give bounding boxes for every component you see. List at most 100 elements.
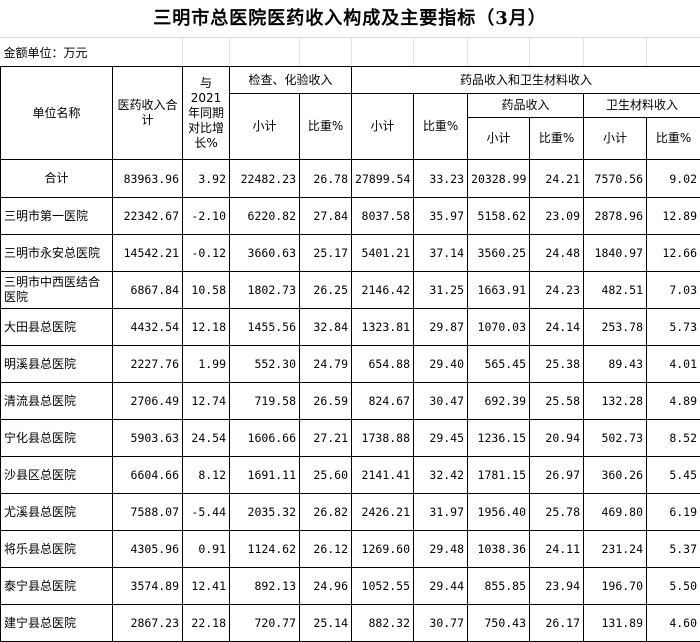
hospital-name: 将乐县总医院 xyxy=(1,531,113,568)
header-drug-material-group: 药品收入和卫生材料收入 xyxy=(352,67,700,94)
cell-value: 1956.40 xyxy=(468,494,530,531)
cell-value: 1738.88 xyxy=(352,420,414,457)
cell-value: 1269.60 xyxy=(352,531,414,568)
cell-value: 2867.23 xyxy=(113,605,183,642)
cell-value: 3574.89 xyxy=(113,568,183,605)
header-dm-subtotal: 小计 xyxy=(352,94,414,160)
cell-value: 5903.63 xyxy=(113,420,183,457)
cell-value: 2426.21 xyxy=(352,494,414,531)
cell-value: 2227.76 xyxy=(113,346,183,383)
cell-value: 892.13 xyxy=(230,568,300,605)
cell-value: 1070.03 xyxy=(468,309,530,346)
cell-value: 1606.66 xyxy=(230,420,300,457)
cell-value: 0.91 xyxy=(183,531,230,568)
cell-value: -2.10 xyxy=(183,198,230,235)
cell-value: 1840.97 xyxy=(584,235,647,272)
cell-value: 27.21 xyxy=(300,420,352,457)
cell-value: 12.89 xyxy=(647,198,700,235)
cell-value: 26.12 xyxy=(300,531,352,568)
cell-value: -5.44 xyxy=(183,494,230,531)
cell-value: 24.54 xyxy=(183,420,230,457)
cell-value: 6220.82 xyxy=(230,198,300,235)
cell-value: 7570.56 xyxy=(584,160,647,198)
hospital-name: 合计 xyxy=(1,160,113,198)
cell-value: 6604.66 xyxy=(113,457,183,494)
cell-value: 29.40 xyxy=(414,346,468,383)
cell-value: 8.52 xyxy=(647,420,700,457)
cell-value: 1802.73 xyxy=(230,272,300,309)
header-drug-subtotal: 小计 xyxy=(468,118,530,160)
cell-value: 26.17 xyxy=(530,605,584,642)
cell-value: 24.23 xyxy=(530,272,584,309)
cell-value: 12.74 xyxy=(183,383,230,420)
cell-value: 20328.99 xyxy=(468,160,530,198)
cell-value: 25.60 xyxy=(300,457,352,494)
cell-value: 654.88 xyxy=(352,346,414,383)
header-material-group: 卫生材料收入 xyxy=(584,94,700,118)
cell-value: 6867.84 xyxy=(113,272,183,309)
cell-value: 20.94 xyxy=(530,420,584,457)
cell-value: 27.84 xyxy=(300,198,352,235)
cell-value: 3660.63 xyxy=(230,235,300,272)
cell-value: 22.18 xyxy=(183,605,230,642)
cell-value: 25.58 xyxy=(530,383,584,420)
cell-value: 24.79 xyxy=(300,346,352,383)
hospital-name: 三明市中西医结合医院 xyxy=(1,272,113,309)
cell-value: 9.02 xyxy=(647,160,700,198)
cell-value: 552.30 xyxy=(230,346,300,383)
header-dm-ratio: 比重% xyxy=(414,94,468,160)
cell-value: 4432.54 xyxy=(113,309,183,346)
hospital-name: 三明市永安总医院 xyxy=(1,235,113,272)
cell-value: 32.84 xyxy=(300,309,352,346)
header-drug-ratio: 比重% xyxy=(530,118,584,160)
hospital-name: 宁化县总医院 xyxy=(1,420,113,457)
header-total-income: 医药收入合计 xyxy=(113,67,183,160)
cell-value: 1052.55 xyxy=(352,568,414,605)
header-exam-ratio: 比重% xyxy=(300,94,352,160)
cell-value: 26.25 xyxy=(300,272,352,309)
cell-value: 10.58 xyxy=(183,272,230,309)
cell-value: 502.73 xyxy=(584,420,647,457)
cell-value: 1781.15 xyxy=(468,457,530,494)
cell-value: 5401.21 xyxy=(352,235,414,272)
cell-value: 5.50 xyxy=(647,568,700,605)
cell-value: 25.14 xyxy=(300,605,352,642)
cell-value: 719.58 xyxy=(230,383,300,420)
cell-value: 27899.54 xyxy=(352,160,414,198)
cell-value: 30.47 xyxy=(414,383,468,420)
hospital-name: 明溪县总医院 xyxy=(1,346,113,383)
cell-value: 26.97 xyxy=(530,457,584,494)
cell-value: 231.24 xyxy=(584,531,647,568)
cell-value: 565.45 xyxy=(468,346,530,383)
hospital-name: 三明市第一医院 xyxy=(1,198,113,235)
cell-value: 1323.81 xyxy=(352,309,414,346)
hospital-name: 清流县总医院 xyxy=(1,383,113,420)
cell-value: 25.38 xyxy=(530,346,584,383)
hospital-name: 泰宁县总医院 xyxy=(1,568,113,605)
cell-value: 3560.25 xyxy=(468,235,530,272)
cell-value: 4.89 xyxy=(647,383,700,420)
cell-value: 692.39 xyxy=(468,383,530,420)
cell-value: 23.09 xyxy=(530,198,584,235)
cell-value: 253.78 xyxy=(584,309,647,346)
header-drug-group: 药品收入 xyxy=(468,94,584,118)
hospital-name: 建宁县总医院 xyxy=(1,605,113,642)
cell-value: 31.97 xyxy=(414,494,468,531)
cell-value: 855.85 xyxy=(468,568,530,605)
cell-value: 5.45 xyxy=(647,457,700,494)
cell-value: 23.94 xyxy=(530,568,584,605)
cell-value: 4305.96 xyxy=(113,531,183,568)
cell-value: 1236.15 xyxy=(468,420,530,457)
cell-value: 5158.62 xyxy=(468,198,530,235)
cell-value: 24.21 xyxy=(530,160,584,198)
cell-value: 22482.23 xyxy=(230,160,300,198)
header-unit-name: 单位名称 xyxy=(1,67,113,160)
cell-value: 5.37 xyxy=(647,531,700,568)
cell-value: 6.19 xyxy=(647,494,700,531)
cell-value: 2706.49 xyxy=(113,383,183,420)
cell-value: 8.12 xyxy=(183,457,230,494)
hospital-name: 大田县总医院 xyxy=(1,309,113,346)
